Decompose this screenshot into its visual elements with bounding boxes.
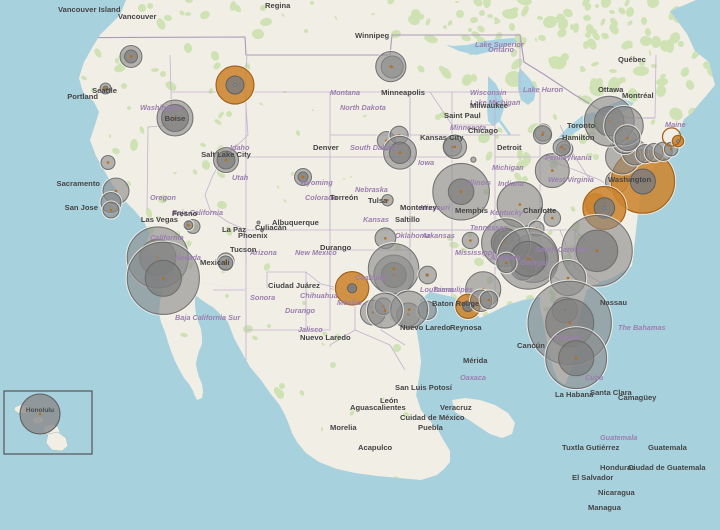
svg-text:Tulsa: Tulsa	[368, 196, 388, 205]
svg-text:Reynosa: Reynosa	[450, 323, 482, 332]
svg-text:Vancouver: Vancouver	[118, 12, 156, 21]
svg-text:Chihuahua: Chihuahua	[300, 291, 338, 300]
svg-text:Ciudad Juárez: Ciudad Juárez	[268, 281, 320, 290]
svg-text:Montréal: Montréal	[622, 91, 654, 100]
svg-text:El Salvador: El Salvador	[572, 473, 613, 482]
svg-text:Tennessee: Tennessee	[470, 223, 507, 232]
svg-text:Montana: Montana	[330, 88, 360, 97]
svg-text:Sonora: Sonora	[250, 293, 275, 302]
svg-text:Iowa: Iowa	[418, 158, 434, 167]
svg-text:Tamaulipas: Tamaulipas	[433, 285, 473, 294]
svg-text:Lake Superior: Lake Superior	[475, 40, 525, 49]
svg-text:Nicaragua: Nicaragua	[598, 488, 635, 497]
svg-text:Honolulu: Honolulu	[26, 407, 54, 414]
svg-text:Acapulco: Acapulco	[358, 443, 393, 452]
svg-text:Winnipeg: Winnipeg	[355, 31, 389, 40]
svg-text:Aguascalientes: Aguascalientes	[350, 403, 406, 412]
svg-text:Saint Paul: Saint Paul	[444, 111, 481, 120]
svg-text:Michigan: Michigan	[492, 163, 524, 172]
svg-text:Torreón: Torreón	[330, 193, 358, 202]
svg-text:Cuba: Cuba	[585, 373, 603, 382]
svg-text:Washington: Washington	[140, 103, 182, 112]
svg-text:Indiana: Indiana	[498, 179, 524, 188]
svg-text:Vancouver Island: Vancouver Island	[58, 5, 121, 14]
svg-text:Morelia: Morelia	[330, 423, 357, 432]
svg-text:Milwaukee: Milwaukee	[470, 101, 508, 110]
svg-text:Baja California Sur: Baja California Sur	[175, 313, 241, 322]
svg-text:Cancún: Cancún	[517, 341, 545, 350]
svg-text:Ottawa: Ottawa	[598, 85, 624, 94]
svg-text:Lake Huron: Lake Huron	[523, 85, 564, 94]
svg-text:Las Vegas: Las Vegas	[141, 215, 178, 224]
svg-text:Baton Rouge: Baton Rouge	[432, 299, 479, 308]
svg-text:San Jose: San Jose	[65, 203, 98, 212]
svg-text:Nevada: Nevada	[175, 253, 201, 262]
svg-text:South Carolina: South Carolina	[535, 245, 587, 254]
svg-text:La Paz: La Paz	[222, 225, 246, 234]
svg-text:Ciudad de Guatemala: Ciudad de Guatemala	[628, 463, 706, 472]
svg-text:Oaxaca: Oaxaca	[460, 373, 486, 382]
svg-text:Portland: Portland	[67, 92, 98, 101]
svg-text:Managua: Managua	[588, 503, 622, 512]
svg-text:Alabama: Alabama	[489, 253, 520, 262]
svg-text:Wisconsin: Wisconsin	[470, 88, 507, 97]
svg-text:Honduras: Honduras	[600, 463, 635, 472]
svg-text:Florida: Florida	[555, 333, 579, 342]
svg-text:Salt Lake City: Salt Lake City	[201, 150, 252, 159]
svg-text:Québec: Québec	[618, 55, 646, 64]
svg-text:Nuevo Laredo: Nuevo Laredo	[300, 333, 351, 342]
svg-text:Hamilton: Hamilton	[562, 133, 595, 142]
svg-text:Oregon: Oregon	[150, 193, 176, 202]
svg-text:Regina: Regina	[265, 1, 291, 10]
svg-text:Mexicali: Mexicali	[200, 258, 230, 267]
svg-text:South Dakota: South Dakota	[350, 143, 397, 152]
svg-text:Camagüey: Camagüey	[618, 393, 657, 402]
svg-text:Minneapolis: Minneapolis	[381, 88, 425, 97]
svg-text:California: California	[150, 233, 184, 242]
svg-text:Washington: Washington	[608, 175, 652, 184]
svg-text:Charlotte: Charlotte	[523, 206, 556, 215]
svg-text:Denver: Denver	[313, 143, 339, 152]
svg-text:Utah: Utah	[232, 173, 249, 182]
svg-text:Georgia: Georgia	[520, 258, 548, 267]
svg-text:Kentucky: Kentucky	[490, 208, 524, 217]
svg-text:Detroit: Detroit	[497, 143, 522, 152]
svg-text:Memphis: Memphis	[455, 206, 488, 215]
svg-text:Nebraska: Nebraska	[355, 185, 388, 194]
svg-text:West Virginia: West Virginia	[548, 175, 594, 184]
svg-text:México: México	[337, 298, 362, 307]
svg-text:Wyoming: Wyoming	[300, 178, 333, 187]
svg-text:Nuevo Laredo: Nuevo Laredo	[400, 323, 451, 332]
svg-text:Cuidad de México: Cuidad de México	[400, 413, 465, 422]
svg-text:Durango: Durango	[320, 243, 352, 252]
svg-text:Durango: Durango	[285, 306, 316, 315]
svg-text:La Habana: La Habana	[555, 390, 594, 399]
svg-text:Guatemala: Guatemala	[600, 433, 637, 442]
svg-text:Arkansas: Arkansas	[421, 231, 455, 240]
svg-text:The Bahamas: The Bahamas	[618, 323, 665, 332]
svg-text:Guatemala: Guatemala	[648, 443, 688, 452]
svg-text:Pennsylvania: Pennsylvania	[545, 153, 592, 162]
svg-text:Tucson: Tucson	[230, 245, 257, 254]
svg-text:Tuxtla Gutiérrez: Tuxtla Gutiérrez	[562, 443, 619, 452]
svg-text:Kansas City: Kansas City	[420, 133, 464, 142]
svg-text:Saltillo: Saltillo	[395, 215, 420, 224]
svg-text:North Dakota: North Dakota	[340, 103, 386, 112]
svg-text:Boise: Boise	[165, 114, 186, 123]
svg-text:Mérida: Mérida	[463, 356, 488, 365]
svg-text:Kansas: Kansas	[363, 215, 389, 224]
svg-text:Nassau: Nassau	[600, 298, 627, 307]
svg-text:Maine: Maine	[665, 120, 686, 129]
svg-text:Culiacán: Culiacán	[255, 223, 287, 232]
svg-text:San Luis Potosí: San Luis Potosí	[395, 383, 453, 392]
svg-text:Coahuila: Coahuila	[355, 273, 386, 282]
svg-text:Veracruz: Veracruz	[440, 403, 472, 412]
svg-text:Puebla: Puebla	[418, 423, 444, 432]
svg-text:Chicago: Chicago	[468, 126, 498, 135]
svg-text:Illinois: Illinois	[468, 178, 491, 187]
svg-text:Toronto: Toronto	[567, 121, 595, 130]
svg-text:Monterrey: Monterrey	[400, 203, 437, 212]
svg-text:Sacramento: Sacramento	[57, 179, 101, 188]
